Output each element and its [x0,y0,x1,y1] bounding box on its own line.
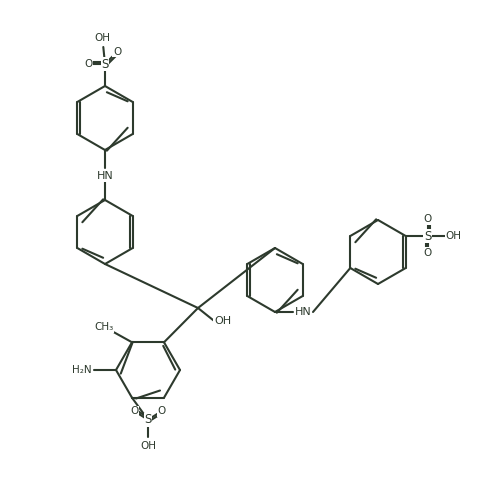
Text: O: O [113,47,121,57]
Text: O: O [423,214,432,224]
Text: OH: OH [446,231,462,241]
Text: O: O [157,406,166,416]
Text: CH₃: CH₃ [95,322,114,332]
Text: HN: HN [294,307,311,317]
Text: OH: OH [140,441,156,450]
Text: HN: HN [97,171,113,181]
Text: O: O [130,406,139,416]
Text: O: O [423,248,432,258]
Text: OH: OH [95,33,110,43]
Text: S: S [145,413,152,426]
Text: O: O [84,59,92,69]
Text: S: S [101,57,109,71]
Text: OH: OH [214,317,231,326]
Text: S: S [424,229,431,243]
Text: H₂N: H₂N [72,365,92,375]
